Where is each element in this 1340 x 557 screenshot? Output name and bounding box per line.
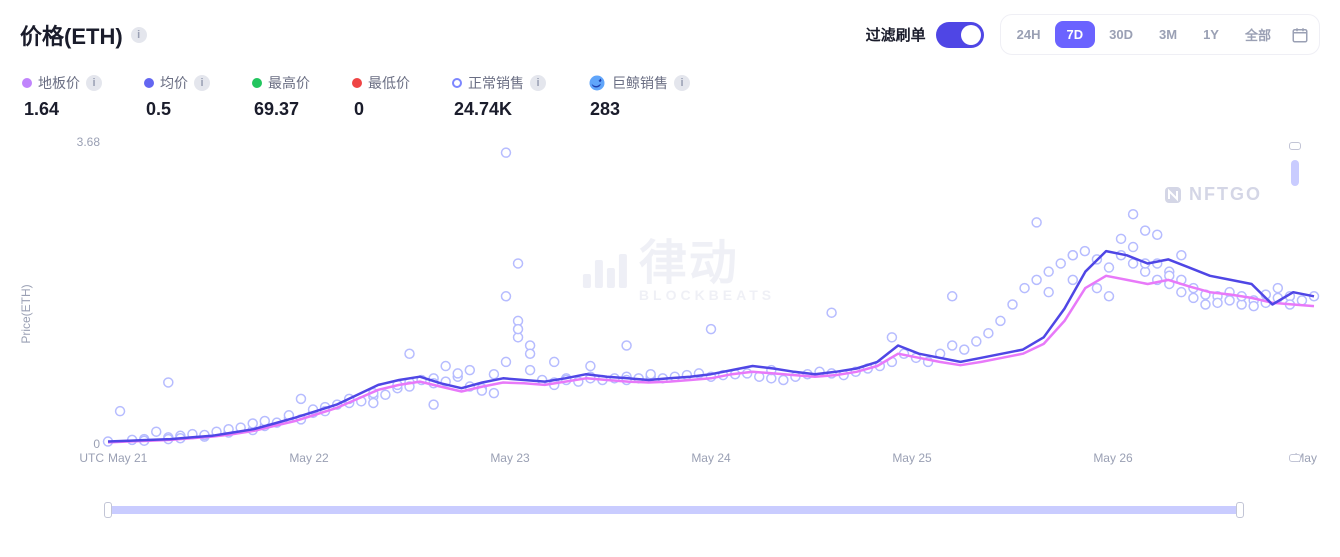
legend-value: 283: [588, 99, 690, 120]
legend-label: 最低价: [368, 73, 410, 93]
legend-dot-icon: [144, 78, 154, 88]
svg-text:UTC: UTC: [79, 451, 104, 465]
legend-label: 地板价: [38, 73, 80, 93]
info-icon[interactable]: i: [131, 27, 147, 43]
svg-text:0: 0: [93, 437, 100, 451]
range-tab-7d[interactable]: 7D: [1055, 21, 1096, 48]
header: 价格(ETH) i 过滤刷单 24H7D30D3M1Y全部: [20, 14, 1320, 55]
range-tabs: 24H7D30D3M1Y全部: [1000, 14, 1320, 55]
brand-watermark: NFTGO: [1163, 184, 1262, 205]
svg-text:May 24: May 24: [691, 451, 731, 465]
x-range-slider[interactable]: [108, 502, 1240, 516]
legend-label: 最高价: [268, 73, 310, 93]
legend-value: 0.5: [144, 99, 210, 120]
y-range-slider[interactable]: [1288, 142, 1302, 462]
filter-label: 过滤刷单: [866, 24, 926, 45]
legend-item: 正常销售 i 24.74K: [452, 73, 546, 120]
info-icon[interactable]: i: [530, 75, 546, 91]
legend-value: 1.64: [22, 99, 102, 120]
legend-label: 均价: [160, 73, 188, 93]
range-tab-1y[interactable]: 1Y: [1191, 21, 1231, 48]
legend-item: 均价 i 0.5: [144, 73, 210, 120]
whale-icon: [588, 74, 606, 92]
legend-dot-icon: [452, 78, 462, 88]
range-tab-24h[interactable]: 24H: [1005, 21, 1053, 48]
range-tab-全部[interactable]: 全部: [1233, 19, 1283, 50]
info-icon[interactable]: i: [86, 75, 102, 91]
range-tab-3m[interactable]: 3M: [1147, 21, 1189, 48]
legend-value: 24.74K: [452, 99, 546, 120]
calendar-icon[interactable]: [1285, 20, 1315, 50]
svg-text:May 21: May 21: [108, 451, 148, 465]
legend-dot-icon: [352, 78, 362, 88]
watermark: 律动 BLOCKBEATS: [583, 240, 775, 302]
price-chart[interactable]: 0 3.68 UTC May 21 May 22 May 23 May 24 May 25 Ma…: [56, 134, 1320, 480]
range-tab-30d[interactable]: 30D: [1097, 21, 1145, 48]
legend-value: 0: [352, 99, 410, 120]
svg-text:May 25: May 25: [892, 451, 932, 465]
legend-dot-icon: [252, 78, 262, 88]
legend-item: 最高价 69.37: [252, 73, 310, 120]
info-icon[interactable]: i: [674, 75, 690, 91]
legend-item: 地板价 i 1.64: [22, 73, 102, 120]
svg-text:May 23: May 23: [490, 451, 530, 465]
filter-toggle[interactable]: [936, 22, 984, 48]
legend-item: 最低价 0: [352, 73, 410, 120]
svg-text:May 22: May 22: [289, 451, 329, 465]
chart-area: Price(ETH) 律动 BLOCKBEATS NFTGO 03.68UTCM…: [56, 134, 1302, 494]
y-axis-label: Price(ETH): [19, 284, 33, 343]
legend-label: 正常销售: [468, 73, 524, 93]
legend: 地板价 i 1.64 均价 i 0.5 最高价 69.37 最低价 0 正常销售 i 24.74K 巨鲸销…: [20, 73, 1320, 120]
svg-text:May 26: May 26: [1093, 451, 1133, 465]
page-title: 价格(ETH): [20, 19, 123, 51]
legend-dot-icon: [22, 78, 32, 88]
svg-text:3.68: 3.68: [77, 135, 101, 149]
legend-value: 69.37: [252, 99, 310, 120]
legend-label: 巨鲸销售: [612, 73, 668, 93]
info-icon[interactable]: i: [194, 75, 210, 91]
legend-item: 巨鲸销售 i 283: [588, 73, 690, 120]
